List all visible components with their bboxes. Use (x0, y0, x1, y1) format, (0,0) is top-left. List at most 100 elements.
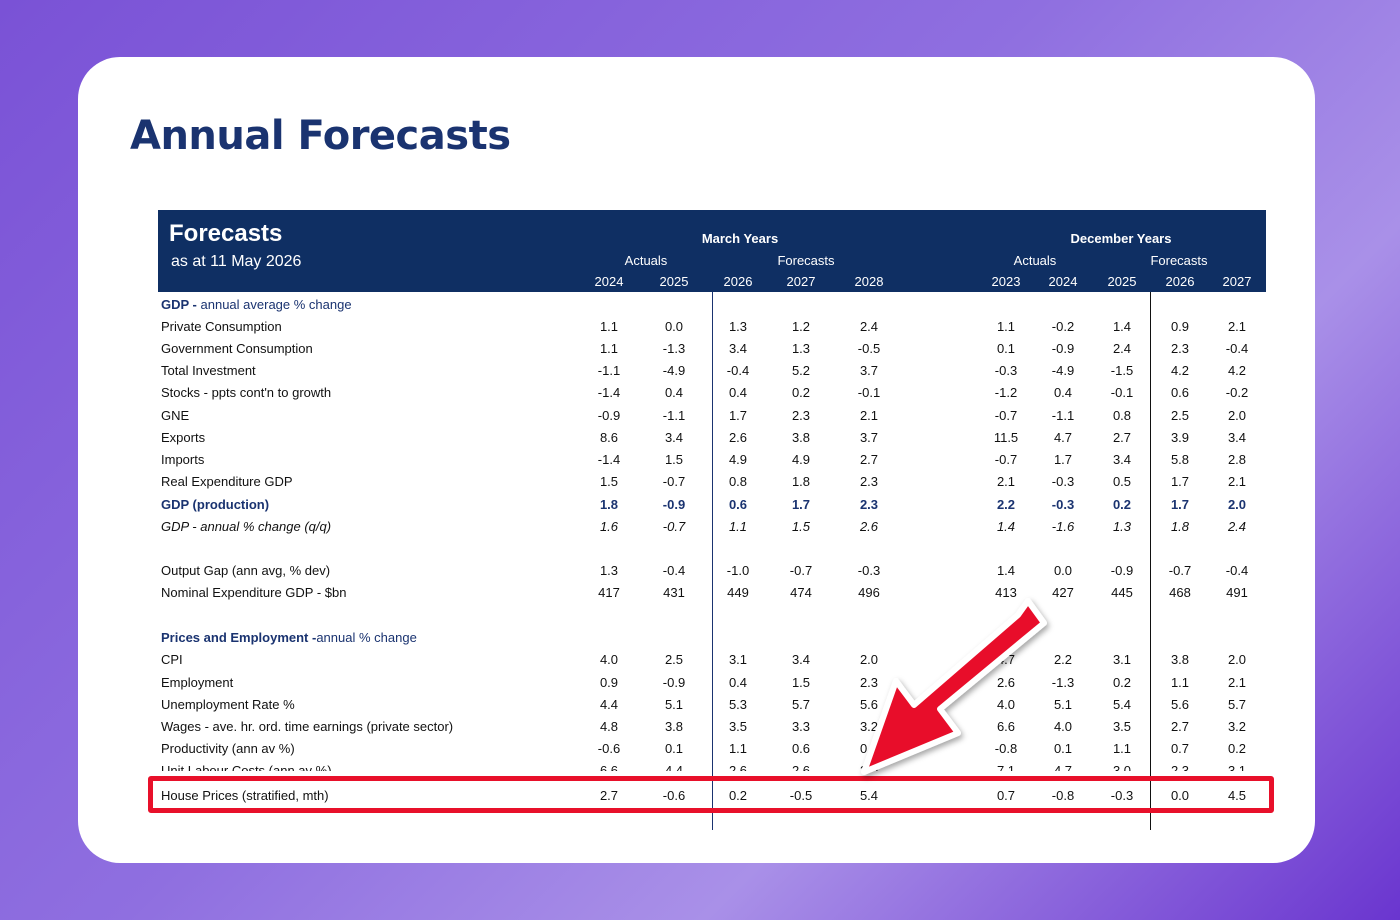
cell-value: 0.2 (1112, 497, 1132, 512)
cell-value: 0.2 (1112, 675, 1132, 690)
cell-value: -4.9 (1051, 363, 1075, 378)
cell-value: -1.2 (994, 385, 1018, 400)
cell-value: 1.1 (1112, 741, 1132, 756)
cell-value: 3.9 (1170, 430, 1190, 445)
cell-value: 3.1 (1112, 652, 1132, 667)
cell-value: 1.1 (996, 319, 1016, 334)
cell-value: 5.6 (1170, 697, 1190, 712)
highlighted-row-house-prices: House Prices (stratified, mth) 2.7 -0.6 0.… (158, 785, 1266, 807)
cell-value: 2.0 (859, 652, 879, 667)
cell-value: 2.2 (1053, 652, 1073, 667)
cell-value: 5.8 (1170, 452, 1190, 467)
december-years-label: December Years (1070, 231, 1172, 246)
cell-value: -0.3 (1110, 788, 1134, 803)
table-row: Wages - ave. hr. ord. time earnings (pri… (158, 716, 1266, 738)
cell-value: 3.5 (728, 719, 748, 734)
cell-value: -0.7 (662, 519, 686, 534)
cell-value: 3.8 (1170, 652, 1190, 667)
cell-value: 1.4 (1112, 319, 1132, 334)
cell-value: 1.3 (599, 563, 619, 578)
cell-value: 0.2 (1227, 741, 1247, 756)
cell-value: -0.4 (726, 363, 750, 378)
row-label: Output Gap (ann avg, % dev) (161, 563, 331, 578)
cell-value: 2.3 (1170, 341, 1190, 356)
cell-value: 3.1 (728, 652, 748, 667)
cell-value: 0.8 (1112, 408, 1132, 423)
row-label: Employment (161, 675, 234, 690)
cell-value: 1.2 (791, 319, 811, 334)
row-label: Unemployment Rate % (161, 697, 295, 712)
cell-value: 3.4 (664, 430, 684, 445)
december-actuals-label: Actuals (1013, 253, 1057, 268)
cell-value: 2.2 (996, 497, 1016, 512)
year-header: 2027 (786, 274, 816, 289)
cell-value: -0.6 (662, 788, 686, 803)
cell-value: 1.4 (996, 563, 1016, 578)
cell-value: 3.8 (664, 719, 684, 734)
cell-value: -0.3 (857, 563, 881, 578)
cell-value: 1.7 (1053, 452, 1073, 467)
cell-value: 0.9 (1170, 319, 1190, 334)
cell-value: 1.1 (728, 741, 748, 756)
cell-value: 0.6 (859, 741, 879, 756)
cell-value: 2.3 (859, 675, 879, 690)
cell-value: -1.1 (597, 363, 621, 378)
row-label: GDP - annual % change (q/q) (161, 519, 332, 534)
row-label: Nominal Expenditure GDP - $bn (161, 585, 347, 600)
cell-value: 2.4 (859, 319, 879, 334)
cell-value: 3.4 (1227, 430, 1247, 445)
cell-value: 2.5 (664, 652, 684, 667)
cell-value: -4.9 (662, 363, 686, 378)
march-actuals-label: Actuals (624, 253, 668, 268)
cell-value: 5.4 (1112, 697, 1132, 712)
cell-value: -0.4 (662, 563, 686, 578)
cell-value: 496 (858, 585, 880, 600)
cell-value: 5.1 (1053, 697, 1073, 712)
cell-value: 0.0 (1053, 563, 1073, 578)
table-row: Imports -1.4 1.5 4.9 4.9 2.7 -0.7 1.7 3.4 5.8 2.8 (158, 449, 1266, 471)
cell-value: 2.6 (728, 430, 748, 445)
cell-value: 4.9 (791, 452, 811, 467)
cell-value: 4.4 (664, 763, 684, 771)
cell-value: 5.4 (859, 788, 879, 803)
cell-value: 431 (663, 585, 685, 600)
page-title: Annual Forecasts (130, 113, 511, 159)
cell-value: -0.5 (789, 788, 813, 803)
cell-value: 4.0 (1053, 719, 1073, 734)
cell-value: 3.1 (1227, 763, 1247, 771)
cell-value: -0.7 (994, 408, 1018, 423)
row-label: Government Consumption (161, 341, 313, 356)
cell-value: 2.1 (1227, 675, 1247, 690)
cell-value: 2.3 (791, 408, 811, 423)
table-row: CPI 4.0 2.5 3.1 3.4 2.0 4.7 2.2 3.1 3.8 2.0 (158, 649, 1266, 671)
cell-value: 2.3 (1170, 763, 1190, 771)
cell-value: 7.1 (996, 763, 1016, 771)
row-label: Productivity (ann av %) (161, 741, 295, 756)
cell-value: 0.7 (1170, 741, 1190, 756)
cell-value: 4.0 (599, 652, 619, 667)
section-title: GDP - annual average % change (161, 297, 352, 312)
cell-value: 1.7 (1170, 474, 1190, 489)
cell-value: 11.5 (993, 430, 1019, 445)
cell-value: 2.1 (859, 408, 879, 423)
cell-value: -0.2 (1225, 385, 1249, 400)
cell-value: 3.5 (1112, 719, 1132, 734)
table-row: Total Investment -1.1 -4.9 -0.4 5.2 3.7 -0.3 -4… (158, 360, 1266, 382)
cell-value: 2.1 (1227, 319, 1247, 334)
cell-value: 2.1 (996, 474, 1016, 489)
year-header: 2027 (1222, 274, 1252, 289)
cell-value: 2.0 (1227, 652, 1247, 667)
cell-value: 2.5 (1170, 408, 1190, 423)
cell-value: 5.2 (791, 363, 811, 378)
row-label: Total Investment (161, 363, 256, 378)
table-row: Output Gap (ann avg, % dev) 1.3 -0.4 -1.0 -0… (158, 560, 1266, 582)
cell-value: -1.5 (1110, 363, 1134, 378)
cell-value: -0.8 (994, 741, 1018, 756)
cell-value: 1.5 (599, 474, 619, 489)
cell-value: 4.0 (996, 697, 1016, 712)
cell-value: 1.5 (791, 675, 811, 690)
cell-value: 0.0 (1170, 788, 1190, 803)
section-header: GDP - annual average % change (158, 294, 1266, 316)
table-row: Nominal Expenditure GDP - $bn 417 431 449 47… (158, 582, 1266, 604)
cell-value: 3.0 (1112, 763, 1132, 771)
